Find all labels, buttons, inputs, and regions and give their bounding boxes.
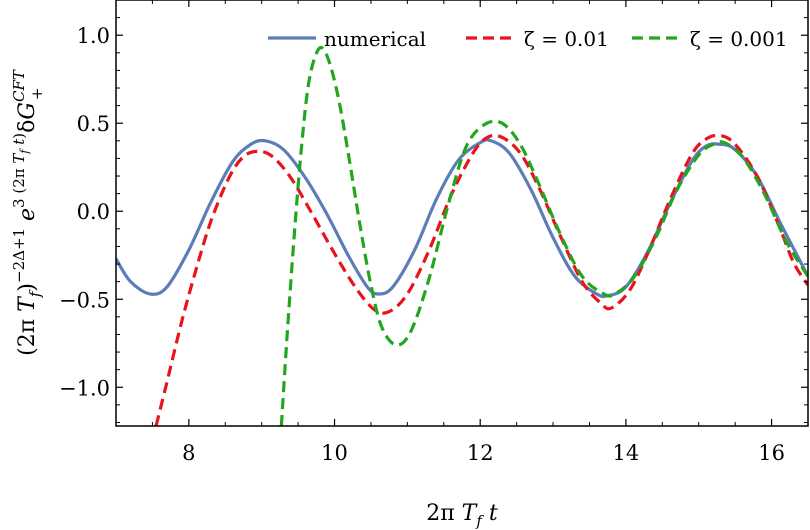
y-tick-label: 1.0: [77, 24, 110, 48]
y-tick-label: −0.5: [59, 288, 110, 312]
x-tick-label: 10: [321, 441, 348, 465]
x-tick-label: 16: [758, 441, 785, 465]
legend-label-0: numerical: [324, 27, 426, 51]
tick-layer: 8 10 12 14 16 1.0 0.5 0.0 −0.5 −1.0: [59, 0, 809, 465]
series-line-1: [154, 133, 808, 426]
x-tick-label: 8: [182, 441, 195, 465]
legend-label-1: ζ = 0.01: [524, 27, 609, 51]
legend-label-2: ζ = 0.001: [690, 27, 788, 51]
x-axis-label: 2π Tf t: [426, 501, 498, 530]
series-line-0: [116, 138, 808, 299]
series-layer: [116, 45, 808, 426]
x-tick-label: 14: [613, 441, 640, 465]
plot-frame: [115, 0, 809, 427]
series-line-2: [279, 45, 808, 426]
x-tick-label: 12: [467, 441, 494, 465]
legend: numerical ζ = 0.01 ζ = 0.001: [268, 27, 788, 51]
y-tick-label: 0.5: [77, 112, 110, 136]
y-tick-label: 0.0: [77, 200, 110, 224]
y-tick-label: −1.0: [59, 376, 110, 400]
y-axis-label: (2π Tf)−2Δ+1 e3 (2π Tf t)δGCFT+: [10, 69, 46, 356]
